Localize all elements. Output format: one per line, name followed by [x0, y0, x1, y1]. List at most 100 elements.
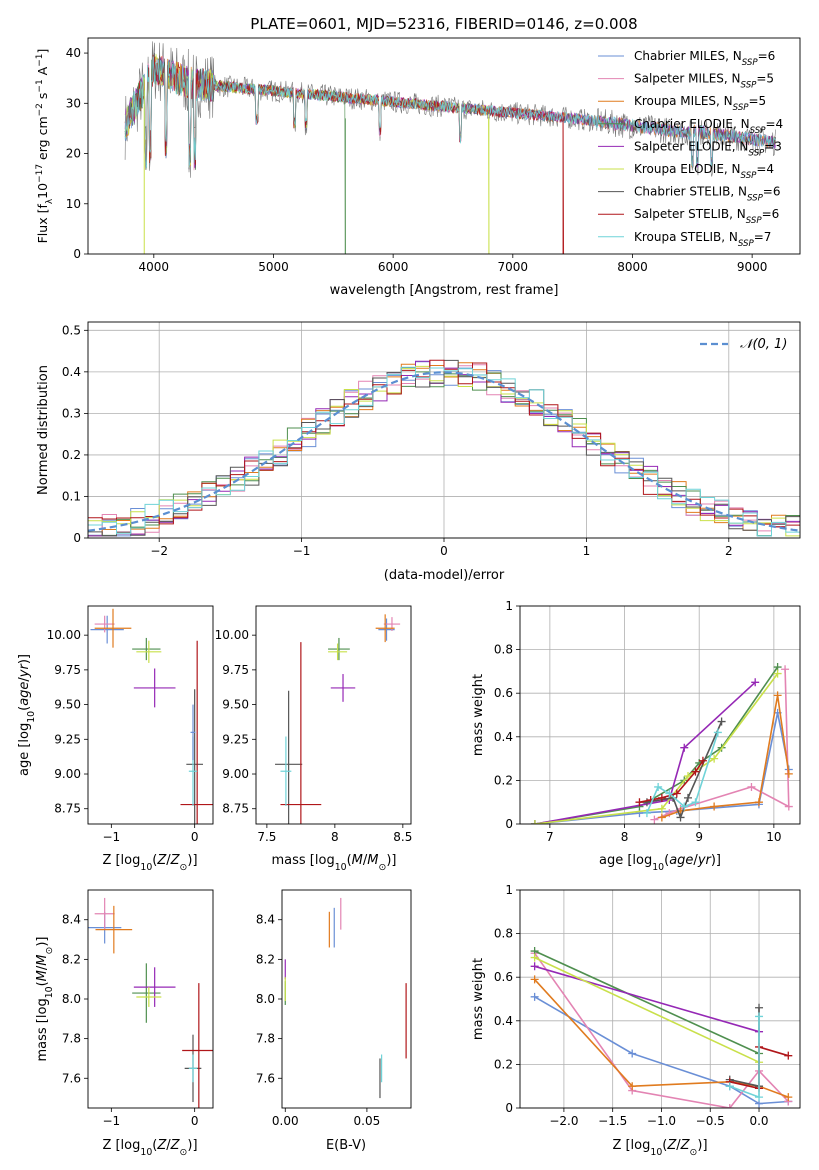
x-tick-label: −1.0	[647, 1114, 676, 1128]
weight-marker	[530, 820, 539, 824]
y-tick-label: 7.8	[256, 1032, 275, 1046]
x-axis-label: E(B-V)	[326, 1138, 366, 1153]
axes-frame	[87, 889, 214, 1109]
y-tick-label: 0.4	[494, 1014, 513, 1028]
weight-marker	[710, 754, 719, 763]
y-axis-label: mass weight	[471, 958, 486, 1040]
weight-marker	[773, 669, 782, 678]
y-axis-label: age [log10(age/yr)]	[17, 654, 37, 776]
legend-entry: Chabrier STELIB, NSSP=6	[634, 185, 781, 204]
weight-marker	[784, 769, 793, 778]
weight-marker	[784, 1093, 793, 1102]
x-tick-label: 8	[621, 830, 629, 844]
weight-line-4	[534, 681, 756, 824]
weight-marker	[751, 678, 760, 687]
panel-age-vs-mass: 7.5 8 8.5 8.75 9.00 9.25 9.50 9.75 10.00 mass [lo…	[215, 605, 412, 873]
y-tick-label: 0.2	[62, 448, 81, 462]
weight-line-8	[646, 732, 719, 814]
weight-line-4	[534, 965, 760, 1033]
y-tick-label: 8.0	[62, 992, 81, 1006]
y-tick-label: 1	[505, 599, 513, 613]
axes-frame	[519, 889, 801, 1109]
weight-marker	[530, 953, 539, 962]
x-tick-label: 7000	[498, 260, 529, 274]
y-tick-label: 9.25	[222, 732, 249, 746]
weight-line-5	[534, 956, 760, 1063]
weight-marker	[680, 743, 689, 752]
histogram-series-7	[88, 359, 800, 528]
x-axis-label: Z [log10(Z/Z⊙)]	[102, 853, 197, 873]
weight-marker	[725, 1082, 734, 1091]
y-tick-label: 0.2	[494, 1057, 513, 1071]
panel-age-vs-Z: −1 0 8.75 9.00 9.25 9.50 9.75 10.00 Z [log10(Z/Z…	[17, 605, 214, 873]
weight-marker	[654, 782, 663, 791]
y-tick-label: 20	[66, 147, 81, 161]
x-axis-label: Z [log10(Z/Z⊙)]	[612, 1138, 707, 1158]
x-tick-label: 0.0	[749, 1114, 768, 1128]
histogram-series-6	[88, 359, 800, 537]
plot-area	[530, 947, 793, 1108]
spectrum-model-7	[124, 54, 565, 254]
x-axis-label: Z [log10(Z/Z⊙)]	[102, 1138, 197, 1158]
plot-area	[124, 41, 776, 254]
weight-marker	[717, 717, 726, 726]
y-tick-label: 40	[66, 46, 81, 60]
legend-entry: Salpeter STELIB, NSSP=6	[634, 207, 779, 226]
plot-area	[88, 897, 213, 1108]
x-tick-label: 0	[191, 1114, 199, 1128]
spectrum-model-8	[124, 56, 776, 168]
x-tick-label: 2	[725, 544, 733, 558]
weight-marker	[642, 809, 651, 818]
legend-entry: Kroupa MILES, NSSP=5	[634, 94, 766, 113]
weight-marker	[530, 992, 539, 1001]
y-tick-label: 8.2	[256, 952, 275, 966]
y-tick-label: 0	[505, 817, 513, 831]
weight-line-3	[534, 950, 760, 1055]
x-tick-label: 8	[331, 830, 339, 844]
weight-marker	[628, 1049, 637, 1058]
weight-marker	[691, 767, 700, 776]
weight-marker	[755, 1003, 764, 1012]
weight-marker	[672, 789, 681, 798]
axes-frame	[87, 605, 214, 825]
y-tick-label: 1	[505, 883, 513, 897]
x-tick-label: 6000	[378, 260, 409, 274]
x-tick-label: 10	[766, 830, 781, 844]
x-tick-label: 0.05	[354, 1114, 381, 1128]
weight-marker	[684, 772, 692, 781]
x-tick-label: 7.5	[257, 830, 276, 844]
y-tick-label: 0.4	[494, 730, 513, 744]
plot-area	[530, 663, 793, 824]
x-tick-label: −2	[150, 544, 168, 558]
x-tick-label: −1.5	[598, 1114, 627, 1128]
legend-entry: Kroupa STELIB, NSSP=7	[634, 230, 771, 249]
panel-mass-vs-ebv: 0.00 0.05 7.6 7.8 8.0 8.2 8.4 E(B-V)	[256, 889, 412, 1153]
y-tick-label: 0	[73, 531, 81, 545]
plot-area	[88, 359, 800, 537]
weight-marker	[747, 782, 756, 791]
legend-entry: 𝒩(0, 1)	[740, 337, 787, 352]
weight-line-0	[534, 712, 790, 824]
weight-marker	[635, 798, 644, 807]
legend-entry: Salpeter ELODIE, NSSP=3	[634, 139, 782, 158]
y-tick-label: 7.8	[62, 1032, 81, 1046]
x-axis-label: age [log10(age/yr)]	[599, 853, 721, 873]
weight-marker	[754, 798, 763, 807]
x-tick-label: 0.00	[272, 1114, 299, 1128]
y-tick-label: 0.6	[494, 970, 513, 984]
weight-marker	[784, 802, 793, 811]
weight-marker	[755, 1012, 764, 1021]
figure-title: PLATE=0601, MJD=52316, FIBERID=0146, z=0…	[250, 15, 637, 33]
y-tick-label: 0.1	[62, 489, 81, 503]
panel-weight-vs-Z: −2.0 −1.5 −1.0 −0.5 0.0 0 0.2 0.4 0.6 0.8 1 Z [log1…	[471, 883, 801, 1158]
weight-marker	[698, 756, 707, 765]
plot-area	[284, 897, 407, 1099]
legend-entry: Chabrier MILES, NSSP=6	[634, 49, 775, 68]
x-tick-label: 0	[440, 544, 448, 558]
legend-entry: Chabrier ELODIE, NSSP=4	[634, 117, 783, 136]
plot-area	[90, 608, 213, 824]
legend: Chabrier MILES, NSSP=6 Salpeter MILES, NS…	[598, 49, 783, 249]
axes-frame	[519, 605, 801, 825]
x-tick-label: −1	[293, 544, 311, 558]
